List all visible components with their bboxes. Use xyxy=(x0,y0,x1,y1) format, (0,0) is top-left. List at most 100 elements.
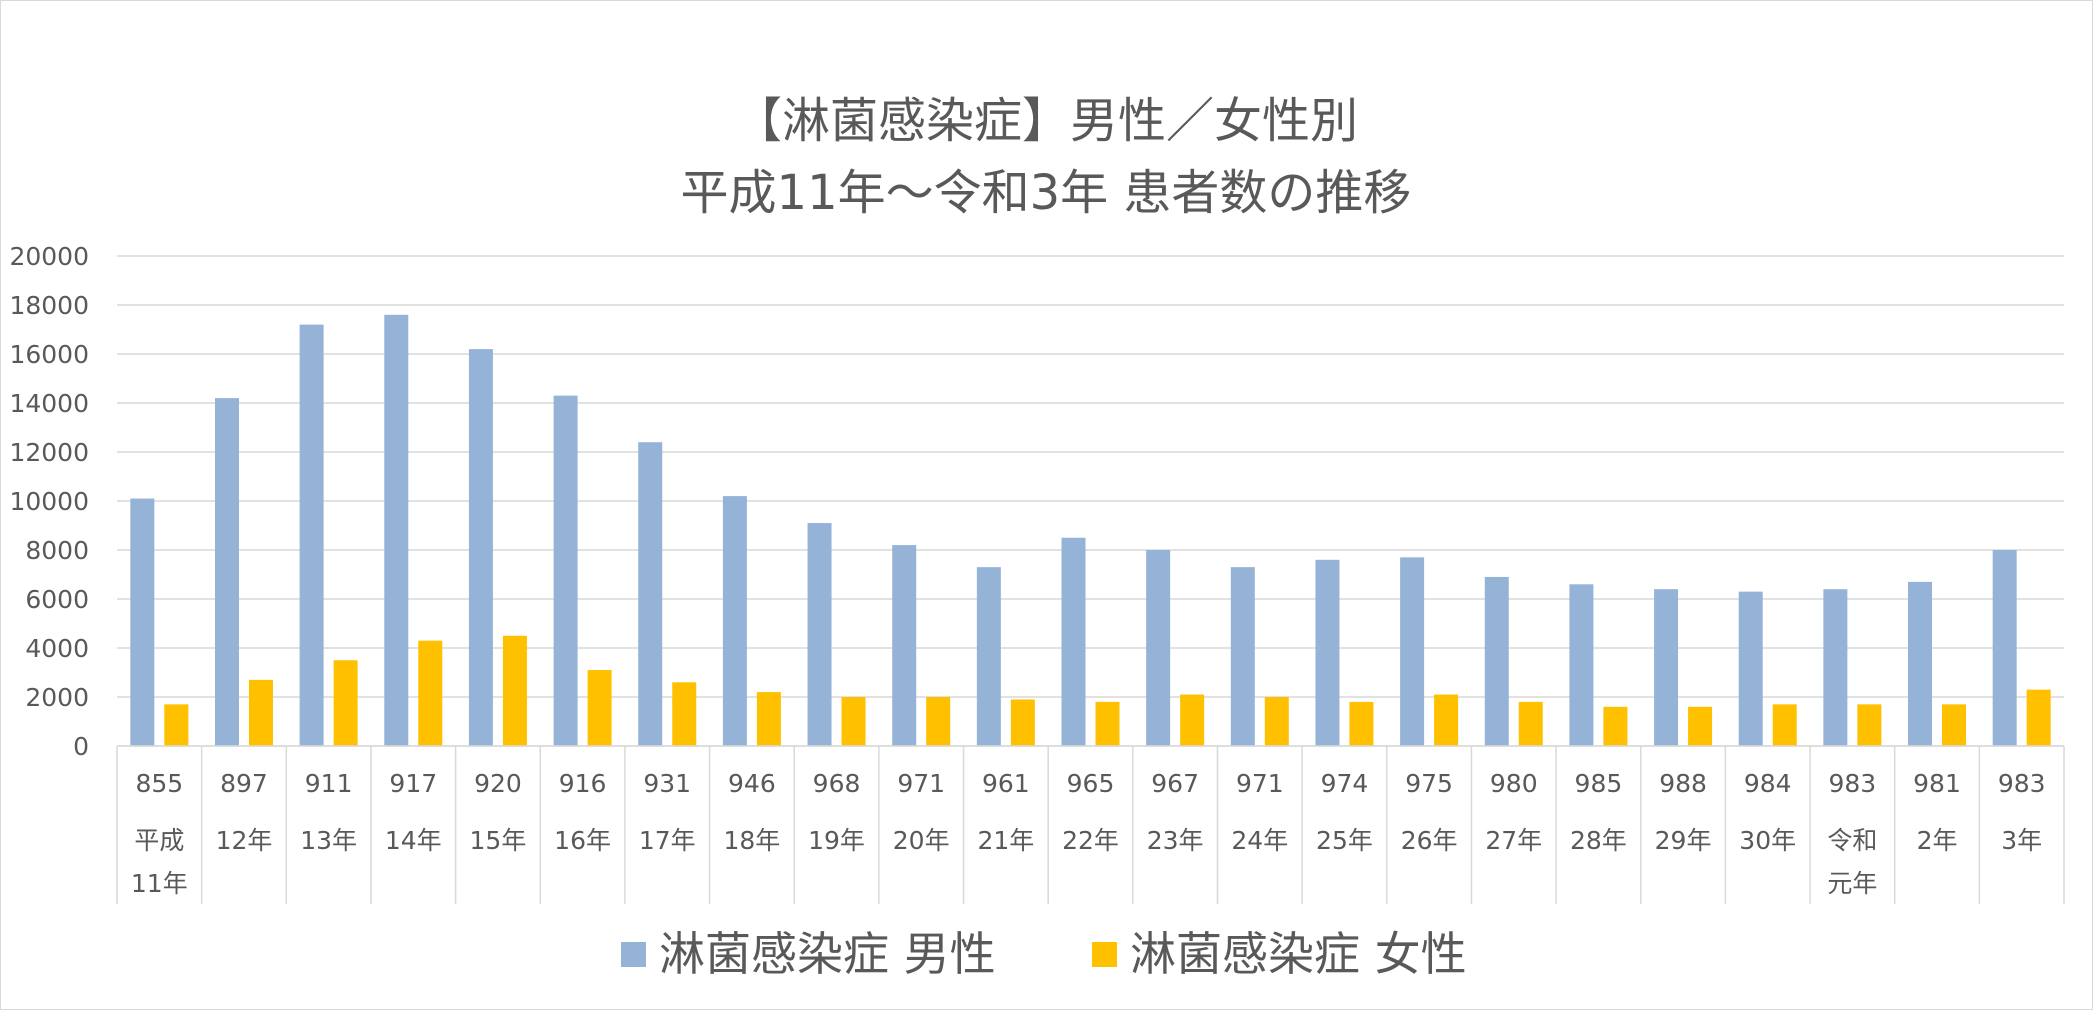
bar-male xyxy=(1400,557,1425,746)
bar-male xyxy=(468,349,493,746)
x-code-label: 931 xyxy=(643,769,691,798)
bar-female xyxy=(1857,704,1882,746)
y-tick-label: 16000 xyxy=(9,340,89,369)
x-code-label: 968 xyxy=(813,769,861,798)
bar-male xyxy=(976,567,1001,746)
x-category-label: 平成 xyxy=(134,826,184,855)
x-axis: 855 897 911 917 920 916 931 946 968 971 961 965 967 9… xyxy=(116,745,2065,904)
legend-label-female: 淋菌感染症 女性 xyxy=(1130,927,1467,981)
x-category-label: 28年 xyxy=(1570,826,1627,855)
bar-male xyxy=(1146,550,1171,746)
x-category-label: 14年 xyxy=(385,826,442,855)
bar-female xyxy=(672,682,697,746)
bar-female xyxy=(1518,701,1543,746)
bar-female xyxy=(926,697,951,746)
x-code-label: 946 xyxy=(728,769,776,798)
x-category-label: 17年 xyxy=(639,826,696,855)
bar-female xyxy=(1603,706,1628,746)
bar-female xyxy=(1180,694,1205,746)
bar-female xyxy=(1688,706,1713,746)
bar-male xyxy=(892,545,917,746)
bar-male xyxy=(130,498,155,746)
x-code-label: 981 xyxy=(1913,769,1961,798)
x-category-label: 19年 xyxy=(808,826,865,855)
bar-female xyxy=(1349,701,1374,746)
bar-male xyxy=(1654,589,1679,746)
x-category-label: 30年 xyxy=(1739,826,1796,855)
y-tick-label: 4000 xyxy=(25,634,89,663)
x-category-label: 24年 xyxy=(1231,826,1288,855)
x-code-label: 974 xyxy=(1321,769,1369,798)
x-code-label: 975 xyxy=(1405,769,1453,798)
x-category-label: 26年 xyxy=(1401,826,1458,855)
bar-male xyxy=(1992,550,2017,746)
x-category-label: 3年 xyxy=(2001,826,2042,855)
y-tick-label: 14000 xyxy=(9,389,89,418)
bar-female xyxy=(1095,701,1120,746)
x-code-label: 961 xyxy=(982,769,1030,798)
x-category-label: 20年 xyxy=(893,826,950,855)
x-code-label: 971 xyxy=(897,769,945,798)
bar-male xyxy=(807,523,832,746)
bar-male xyxy=(1908,581,1933,746)
y-tick-label: 12000 xyxy=(9,438,89,467)
y-tick-label: 2000 xyxy=(25,683,89,712)
bar-female xyxy=(333,660,358,746)
x-code-label: 911 xyxy=(305,769,353,798)
bar-female xyxy=(1942,704,1967,746)
bar-female xyxy=(1434,694,1459,746)
x-category-label: 18年 xyxy=(723,826,780,855)
y-tick-label: 18000 xyxy=(9,291,89,320)
y-tick-label: 0 xyxy=(73,732,89,761)
x-category-label: 11年 xyxy=(131,869,188,898)
x-code-label: 983 xyxy=(1998,769,2046,798)
bars xyxy=(130,314,2051,746)
x-category-label: 2年 xyxy=(1917,826,1958,855)
x-code-label: 980 xyxy=(1490,769,1538,798)
legend: 淋菌感染症 男性 淋菌感染症 女性 xyxy=(621,927,1467,981)
bar-female xyxy=(756,692,781,746)
x-category-label: 12年 xyxy=(216,826,273,855)
x-code-label: 965 xyxy=(1067,769,1115,798)
bar-female xyxy=(1772,704,1797,746)
x-category-label: 元年 xyxy=(1827,869,1877,898)
bar-male xyxy=(553,395,578,746)
x-code-label: 985 xyxy=(1575,769,1623,798)
x-category-label: 16年 xyxy=(554,826,611,855)
bar-male xyxy=(722,496,747,746)
x-code-label: 897 xyxy=(220,769,268,798)
bar-male xyxy=(1484,576,1509,746)
bar-male xyxy=(1569,584,1594,746)
x-code-label: 983 xyxy=(1829,769,1877,798)
bar-male xyxy=(1315,559,1340,746)
x-category-label: 22年 xyxy=(1062,826,1119,855)
x-category-label: 27年 xyxy=(1485,826,1542,855)
y-tick-label: 8000 xyxy=(25,536,89,565)
gridlines xyxy=(117,255,2064,747)
x-code-label: 917 xyxy=(389,769,437,798)
bar-male xyxy=(1823,589,1848,746)
y-axis: 0 2000 4000 6000 8000 10000 12000 14000 16000 180… xyxy=(9,242,89,761)
bar-male xyxy=(638,442,663,746)
x-category-label: 25年 xyxy=(1316,826,1373,855)
bar-female xyxy=(1010,699,1035,746)
bar-female xyxy=(1264,697,1289,746)
bar-female xyxy=(841,697,866,746)
x-category-label: 令和 xyxy=(1827,826,1877,855)
bar-male xyxy=(299,324,324,746)
x-category-label: 21年 xyxy=(977,826,1034,855)
x-code-label: 988 xyxy=(1659,769,1707,798)
bar-female xyxy=(418,640,443,746)
x-category-label: 13年 xyxy=(300,826,357,855)
legend-label-male: 淋菌感染症 男性 xyxy=(659,927,996,981)
bar-female xyxy=(502,635,527,746)
bar-male xyxy=(1230,567,1255,746)
x-category-label: 29年 xyxy=(1655,826,1712,855)
legend-swatch-male xyxy=(621,942,646,967)
x-category-label: 15年 xyxy=(470,826,527,855)
bar-female xyxy=(587,670,612,746)
bar-male xyxy=(1061,537,1086,746)
x-code-label: 971 xyxy=(1236,769,1284,798)
